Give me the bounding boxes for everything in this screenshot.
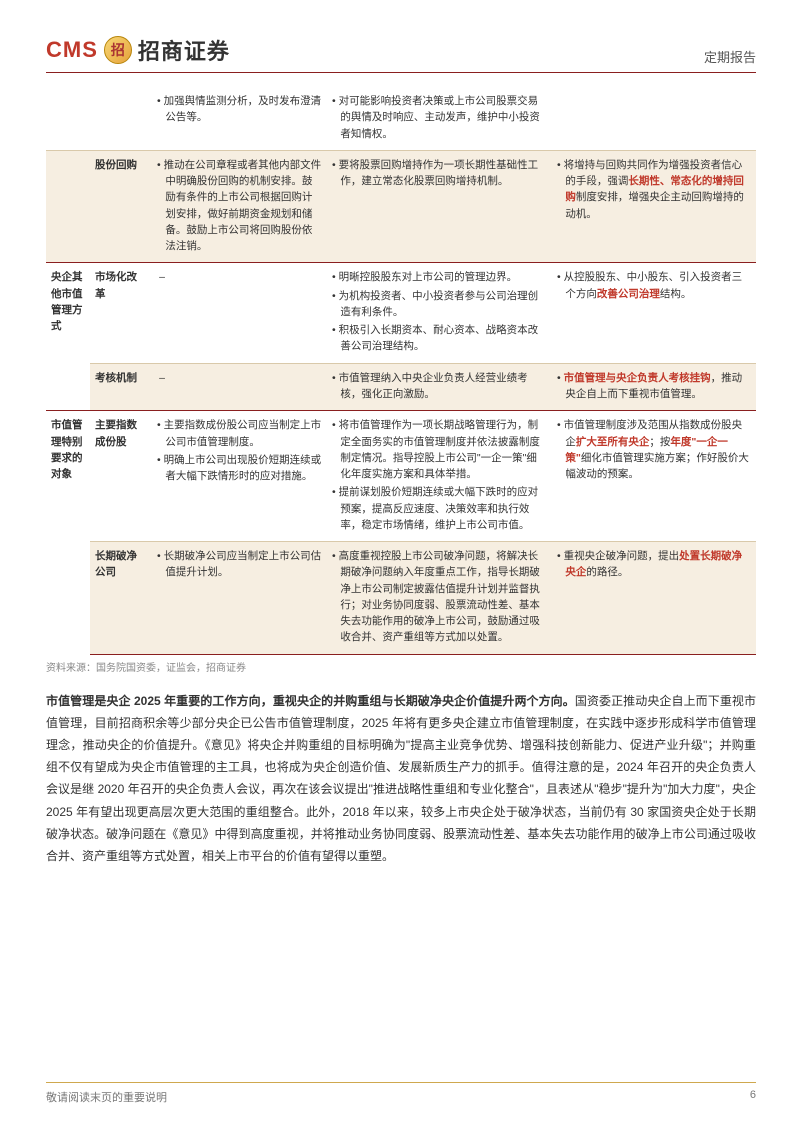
logo-cms-text: CMS xyxy=(46,37,98,63)
page-header: CMS 招 招商证券 定期报告 xyxy=(46,34,756,73)
row-sub-label: 股份回购 xyxy=(90,150,152,263)
table-row: 加强舆情监测分析，及时发布澄清公告等。对可能影响投资者决策或上市公司股票交易的舆… xyxy=(46,87,756,150)
row-col-a: 长期破净公司应当制定上市公司估值提升计划。 xyxy=(152,542,327,655)
row-sub-label: 主要指数成份股 xyxy=(90,411,152,542)
row-sub-label: 考核机制 xyxy=(90,363,152,411)
row-group-label xyxy=(46,150,90,263)
footer-disclaimer: 敬请阅读末页的重要说明 xyxy=(46,1089,167,1105)
row-group-label xyxy=(46,87,90,150)
table-row: 长期破净公司长期破净公司应当制定上市公司估值提升计划。高度重视控股上市公司破净问… xyxy=(46,542,756,655)
logo-block: CMS 招 招商证券 xyxy=(46,34,230,66)
row-col-c xyxy=(552,87,756,150)
table-source: 资料来源：国务院国资委，证监会，招商证券 xyxy=(46,659,756,674)
row-sub-label: 市场化改革 xyxy=(90,263,152,363)
page-footer: 敬请阅读末页的重要说明 6 xyxy=(46,1082,756,1105)
row-group-label: 市值管理特别要求的对象 xyxy=(46,411,90,654)
doc-type-label: 定期报告 xyxy=(704,47,756,66)
body-main-text: 国资委正推动央企自上而下重视市值管理，目前招商积余等少部分央企已公告市值管理制度… xyxy=(46,694,756,863)
row-group-label: 央企其他市值管理方式 xyxy=(46,263,90,411)
logo-circle-icon: 招 xyxy=(104,36,132,64)
body-lead: 市值管理是央企 2025 年重要的工作方向，重视央企的并购重组与长期破净央企价值… xyxy=(46,694,575,708)
row-col-a: 加强舆情监测分析，及时发布澄清公告等。 xyxy=(152,87,327,150)
row-col-b: 要将股票回购增持作为一项长期性基础性工作，建立常态化股票回购增持机制。 xyxy=(327,150,552,263)
row-col-c: 市值管理制度涉及范围从指数成份股央企扩大至所有央企；按年度"一企一策"细化市值管… xyxy=(552,411,756,542)
row-col-a: – xyxy=(152,363,327,411)
row-col-c: 市值管理与央企负责人考核挂钩，推动央企自上而下重视市值管理。 xyxy=(552,363,756,411)
table-row: 市值管理特别要求的对象主要指数成份股主要指数成份股公司应当制定上市公司市值管理制… xyxy=(46,411,756,542)
row-col-b: 明晰控股股东对上市公司的管理边界。为机构投资者、中小投资者参与公司治理创造有利条… xyxy=(327,263,552,363)
table-row: 股份回购推动在公司章程或者其他内部文件中明确股份回购的机制安排。鼓励有条件的上市… xyxy=(46,150,756,263)
row-col-b: 市值管理纳入中央企业负责人经营业绩考核，强化正向激励。 xyxy=(327,363,552,411)
policy-table: 加强舆情监测分析，及时发布澄清公告等。对可能影响投资者决策或上市公司股票交易的舆… xyxy=(46,87,756,655)
body-paragraph: 市值管理是央企 2025 年重要的工作方向，重视央企的并购重组与长期破净央企价值… xyxy=(46,690,756,868)
row-col-a: 主要指数成份股公司应当制定上市公司市值管理制度。明确上市公司出现股价短期连续或者… xyxy=(152,411,327,542)
row-col-c: 重视央企破净问题，提出处置长期破净央企的路径。 xyxy=(552,542,756,655)
row-col-c: 从控股股东、中小股东、引入投资者三个方向改善公司治理结构。 xyxy=(552,263,756,363)
row-col-a: – xyxy=(152,263,327,363)
row-sub-label xyxy=(90,87,152,150)
table-row: 央企其他市值管理方式市场化改革–明晰控股股东对上市公司的管理边界。为机构投资者、… xyxy=(46,263,756,363)
logo-zh-text: 招商证券 xyxy=(138,34,230,66)
row-col-b: 将市值管理作为一项长期战略管理行为，制定全面务实的市值管理制度并依法披露制度制定… xyxy=(327,411,552,542)
row-col-a: 推动在公司章程或者其他内部文件中明确股份回购的机制安排。鼓励有条件的上市公司根据… xyxy=(152,150,327,263)
footer-page-number: 6 xyxy=(750,1089,756,1105)
row-col-c: 将增持与回购共同作为增强投资者信心的手段，强调长期性、常态化的增持回购制度安排，… xyxy=(552,150,756,263)
row-sub-label: 长期破净公司 xyxy=(90,542,152,655)
row-col-b: 高度重视控股上市公司破净问题，将解决长期破净问题纳入年度重点工作，指导长期破净上… xyxy=(327,542,552,655)
table-row: 考核机制–市值管理纳入中央企业负责人经营业绩考核，强化正向激励。市值管理与央企负… xyxy=(46,363,756,411)
row-col-b: 对可能影响投资者决策或上市公司股票交易的舆情及时响应、主动发声，维护中小投资者知… xyxy=(327,87,552,150)
